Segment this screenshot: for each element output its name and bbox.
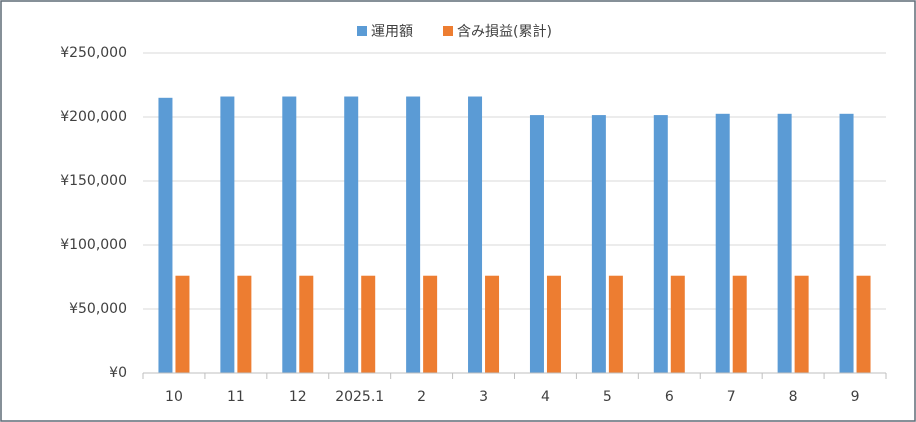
bar: [406, 96, 421, 374]
bar: [423, 275, 438, 373]
x-tick-label: 7: [727, 389, 736, 405]
y-tick-label: ¥200,000: [60, 109, 127, 125]
x-tick-label: 8: [789, 389, 798, 405]
bar: [529, 115, 544, 373]
bar: [715, 113, 730, 374]
bar: [175, 275, 190, 373]
bar: [468, 96, 483, 374]
x-tick-label: 5: [603, 389, 612, 405]
bar: [282, 96, 297, 374]
x-tick-label: 6: [665, 389, 674, 405]
x-tick-label: 4: [541, 389, 550, 405]
x-tick-label: 11: [227, 389, 245, 405]
bar: [220, 96, 235, 374]
bar: [794, 275, 809, 373]
legend-swatch: [443, 26, 453, 36]
bar: [361, 275, 376, 373]
bar: [485, 275, 500, 373]
bar: [608, 275, 623, 373]
bar: [732, 275, 747, 373]
bar: [839, 113, 854, 374]
bar: [299, 275, 314, 373]
bar: [591, 115, 606, 373]
legend-label: 含み損益(累計): [457, 24, 552, 40]
y-tick-label: ¥150,000: [60, 173, 127, 189]
bar: [670, 275, 685, 373]
x-tick-label: 3: [479, 389, 488, 405]
bar: [546, 275, 561, 373]
y-tick-label: ¥250,000: [60, 45, 127, 61]
bar: [158, 97, 173, 374]
bar: [653, 115, 668, 373]
y-tick-label: ¥50,000: [69, 301, 127, 317]
y-tick-label: ¥100,000: [60, 237, 127, 253]
bar: [856, 275, 871, 373]
bar: [344, 96, 359, 374]
x-tick-label: 2: [417, 389, 426, 405]
legend-label: 運用額: [371, 24, 413, 40]
x-tick-label: 10: [165, 389, 183, 405]
x-tick-label: 12: [289, 389, 307, 405]
y-tick-label: ¥0: [109, 365, 127, 381]
bar: [237, 275, 252, 373]
x-tick-label: 9: [851, 389, 860, 405]
bar: [777, 113, 792, 374]
legend-swatch: [357, 26, 367, 36]
x-tick-label: 2025.1: [335, 389, 384, 405]
